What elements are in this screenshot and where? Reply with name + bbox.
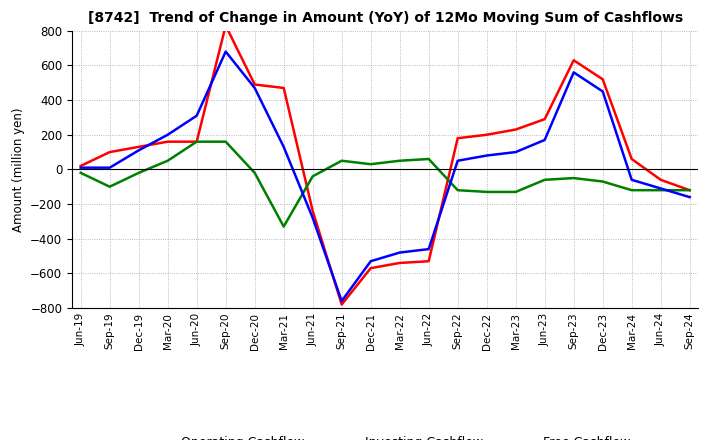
Line: Investing Cashflow: Investing Cashflow [81, 142, 690, 227]
Investing Cashflow [570, 176, 578, 181]
Operating Cashflow [570, 58, 578, 63]
Operating Cashflow [279, 85, 288, 91]
Operating Cashflow [338, 302, 346, 307]
Operating Cashflow [511, 127, 520, 132]
Investing Cashflow [541, 177, 549, 183]
Investing Cashflow [135, 170, 143, 176]
Investing Cashflow [308, 174, 317, 179]
Free Cashflow [482, 153, 491, 158]
Free Cashflow [163, 132, 172, 137]
Free Cashflow [627, 177, 636, 183]
Y-axis label: Amount (million yen): Amount (million yen) [12, 107, 24, 231]
Investing Cashflow [338, 158, 346, 163]
Free Cashflow [541, 137, 549, 143]
Operating Cashflow [192, 139, 201, 144]
Investing Cashflow [454, 187, 462, 193]
Investing Cashflow [76, 170, 85, 176]
Free Cashflow [192, 113, 201, 118]
Investing Cashflow [511, 189, 520, 194]
Operating Cashflow [76, 163, 85, 169]
Investing Cashflow [192, 139, 201, 144]
Investing Cashflow [482, 189, 491, 194]
Investing Cashflow [685, 187, 694, 193]
Free Cashflow [366, 259, 375, 264]
Investing Cashflow [279, 224, 288, 229]
Operating Cashflow [366, 265, 375, 271]
Operating Cashflow [221, 23, 230, 28]
Operating Cashflow [627, 156, 636, 161]
Operating Cashflow [105, 150, 114, 155]
Operating Cashflow [482, 132, 491, 137]
Line: Free Cashflow: Free Cashflow [81, 51, 690, 301]
Free Cashflow [279, 144, 288, 150]
Free Cashflow [598, 89, 607, 94]
Free Cashflow [76, 165, 85, 170]
Operating Cashflow [598, 77, 607, 82]
Free Cashflow [424, 246, 433, 252]
Operating Cashflow [685, 187, 694, 193]
Operating Cashflow [424, 259, 433, 264]
Investing Cashflow [424, 156, 433, 161]
Operating Cashflow [541, 117, 549, 122]
Operating Cashflow [135, 144, 143, 150]
Free Cashflow [135, 148, 143, 153]
Legend: Operating Cashflow, Investing Cashflow, Free Cashflow: Operating Cashflow, Investing Cashflow, … [135, 431, 635, 440]
Investing Cashflow [657, 187, 665, 193]
Operating Cashflow [163, 139, 172, 144]
Investing Cashflow [221, 139, 230, 144]
Operating Cashflow [251, 82, 259, 87]
Free Cashflow [395, 250, 404, 255]
Operating Cashflow [395, 260, 404, 266]
Free Cashflow [338, 298, 346, 304]
Investing Cashflow [627, 187, 636, 193]
Operating Cashflow [308, 209, 317, 214]
Investing Cashflow [395, 158, 404, 163]
Free Cashflow [221, 49, 230, 54]
Free Cashflow [570, 70, 578, 75]
Line: Operating Cashflow: Operating Cashflow [81, 26, 690, 304]
Operating Cashflow [657, 177, 665, 183]
Title: [8742]  Trend of Change in Amount (YoY) of 12Mo Moving Sum of Cashflows: [8742] Trend of Change in Amount (YoY) o… [88, 11, 683, 26]
Operating Cashflow [454, 136, 462, 141]
Investing Cashflow [251, 170, 259, 176]
Free Cashflow [511, 150, 520, 155]
Investing Cashflow [105, 184, 114, 189]
Free Cashflow [251, 85, 259, 91]
Free Cashflow [657, 186, 665, 191]
Free Cashflow [308, 215, 317, 220]
Investing Cashflow [366, 161, 375, 167]
Free Cashflow [105, 165, 114, 170]
Free Cashflow [685, 194, 694, 200]
Free Cashflow [454, 158, 462, 163]
Investing Cashflow [163, 158, 172, 163]
Investing Cashflow [598, 179, 607, 184]
